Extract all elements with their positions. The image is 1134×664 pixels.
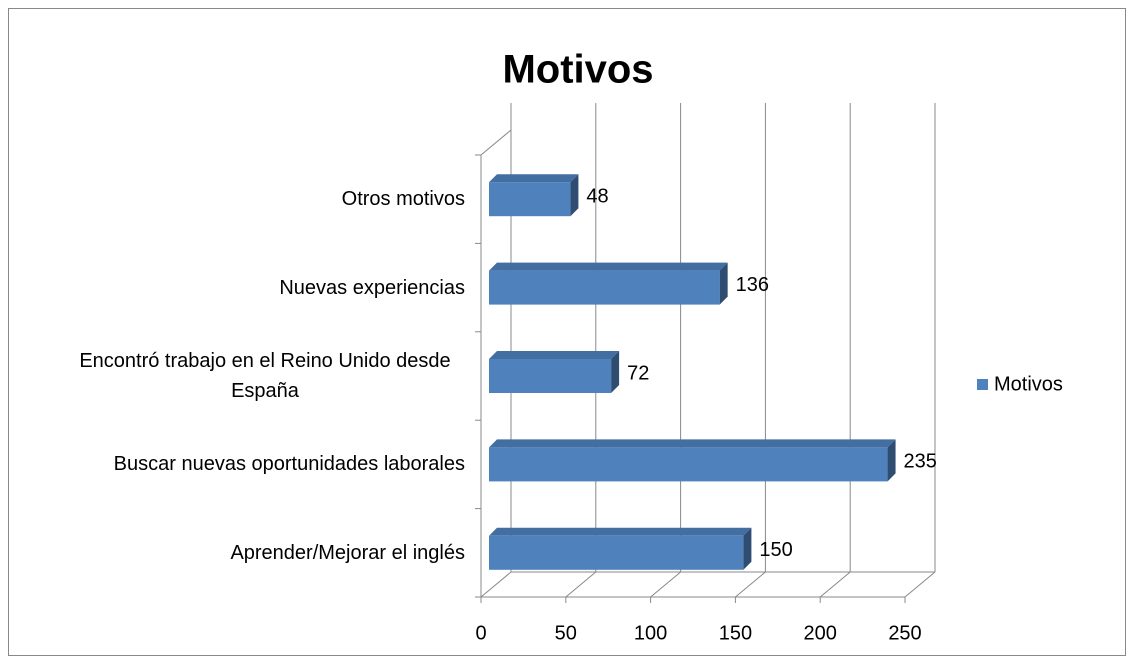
axis-wall [480, 129, 512, 156]
bar-side [743, 527, 752, 570]
bar-top [489, 351, 620, 359]
bar [489, 262, 728, 305]
chart-title: Motivos [502, 48, 653, 92]
bar-front [489, 447, 888, 482]
value-label: 72 [627, 362, 649, 384]
bar-side [611, 351, 620, 393]
bar-side [719, 262, 728, 305]
y-tick-label-wrap: Encontró trabajo en el Reino Unido desde… [10, 331, 465, 421]
grid-line [650, 571, 681, 598]
x-tick-label: 50 [555, 622, 577, 644]
bar-side [887, 439, 896, 482]
grid-line [735, 571, 766, 598]
bar-top [489, 527, 752, 536]
x-tick-label: 200 [804, 622, 837, 644]
bar-front [489, 535, 744, 570]
y-tick-label-wrap: Otros motivos [10, 154, 465, 244]
bar [489, 527, 752, 570]
value-label: 235 [904, 451, 937, 473]
bar-front [489, 182, 571, 217]
y-tick-label: Aprender/Mejorar el inglés [230, 541, 465, 564]
bar-front [489, 270, 720, 305]
bar [489, 439, 896, 482]
legend-swatch [977, 379, 988, 390]
bar-top [489, 439, 896, 448]
bar-top [489, 262, 728, 271]
x-tick-label: 0 [475, 622, 486, 644]
grid-line [819, 571, 851, 598]
x-tick-label: 100 [634, 622, 667, 644]
y-tick-label: Encontró trabajo en el Reino Unido desde… [79, 350, 451, 402]
y-tick-label: Otros motivos [341, 188, 465, 211]
bar-front [489, 359, 612, 393]
y-tick-label-wrap: Aprender/Mejorar el inglés [10, 508, 465, 598]
bar [489, 351, 620, 393]
value-label: 150 [759, 539, 792, 561]
bar-top [489, 174, 579, 183]
bar-side [570, 174, 579, 217]
grid-line [480, 571, 512, 598]
y-tick-label-wrap: Nuevas experiencias [10, 243, 465, 333]
grid-line [565, 571, 597, 598]
grid-line [904, 571, 936, 598]
y-tick-label-box: Buscar nuevas oportunidades laborales [10, 419, 465, 509]
legend-label: Motivos [994, 373, 1063, 395]
value-label: 48 [586, 185, 608, 207]
bar [489, 174, 579, 217]
value-label: 136 [736, 274, 769, 296]
x-tick-label: 150 [719, 622, 752, 644]
y-tick-label: Nuevas experiencias [279, 276, 465, 299]
y-tick-label-wrap: Buscar nuevas oportunidades laborales [10, 419, 465, 509]
y-tick-label-box: Encontró trabajo en el Reino Unido desde… [10, 331, 465, 421]
y-tick-label-box: Nuevas experiencias [10, 243, 465, 333]
y-tick-label: Buscar nuevas oportunidades laborales [113, 453, 465, 476]
x-tick-label: 250 [888, 622, 921, 644]
y-tick-label-box: Otros motivos [10, 154, 465, 244]
y-tick-label-box: Aprender/Mejorar el inglés [10, 508, 465, 598]
